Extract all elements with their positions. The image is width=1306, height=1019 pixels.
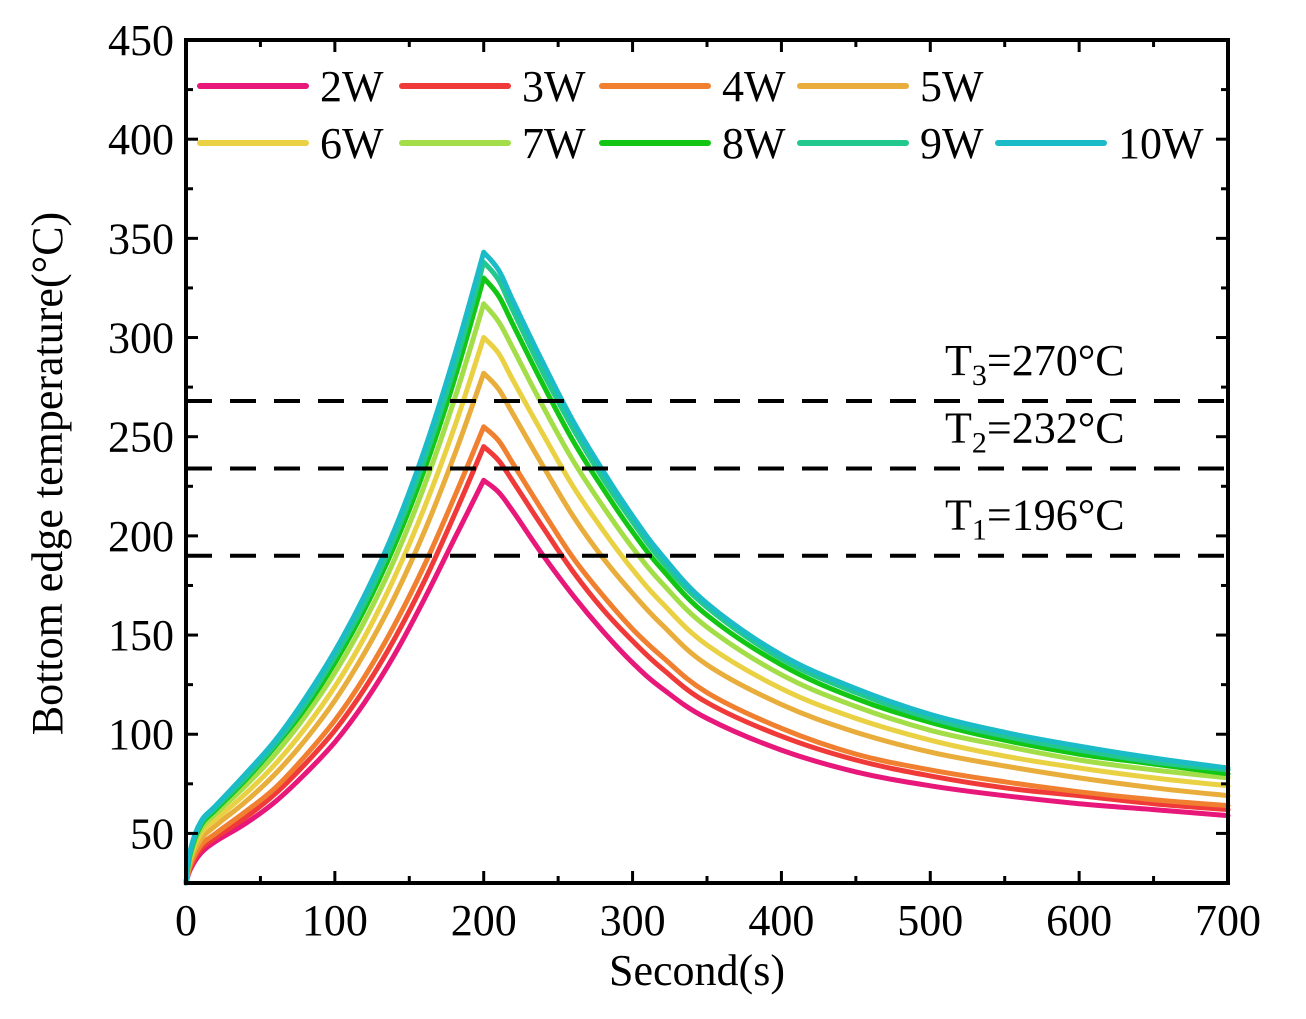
series-line-4W <box>183 424 1231 886</box>
series-line-5W <box>183 370 1231 886</box>
y-tick-label: 300 <box>108 314 174 363</box>
legend-label-8W: 8W <box>722 119 786 168</box>
y-tick-label: 250 <box>108 413 174 462</box>
legend-label-9W: 9W <box>920 119 984 168</box>
x-axis-title: Second(s) <box>609 946 785 995</box>
x-tick-label: 200 <box>451 896 517 945</box>
series-line-3W <box>183 444 1231 886</box>
x-tick-label: 600 <box>1046 896 1112 945</box>
y-tick-label: 350 <box>108 214 174 263</box>
legend-label-4W: 4W <box>722 62 786 111</box>
legend-label-6W: 6W <box>320 119 384 168</box>
series-line-7W <box>183 301 1231 886</box>
x-tick-label: 700 <box>1195 896 1261 945</box>
legend-label-3W: 3W <box>522 62 586 111</box>
y-tick-label: 400 <box>108 115 174 164</box>
x-tick-label: 300 <box>600 896 666 945</box>
y-axis-title: Bottom edge temperature(°C) <box>23 212 72 735</box>
x-tick-label: 100 <box>302 896 368 945</box>
x-tick-label: 400 <box>748 896 814 945</box>
reference-lines: T1=196°C T2=232°C T3=270°C <box>186 336 1228 558</box>
x-tick-label: 0 <box>175 896 197 945</box>
series-line-2W <box>183 477 1231 886</box>
y-tick-label: 150 <box>108 611 174 660</box>
legend-label-2W: 2W <box>320 62 384 111</box>
series-line-6W <box>183 335 1231 886</box>
legend-label-5W: 5W <box>920 62 984 111</box>
series-layer <box>183 249 1231 886</box>
reference-label-3: T3=270°C <box>945 336 1125 392</box>
y-tick-label: 50 <box>130 809 174 858</box>
legend-label-7W: 7W <box>522 119 586 168</box>
x-tick-label: 500 <box>897 896 963 945</box>
legend-label-10W: 10W <box>1118 119 1204 168</box>
reference-label-2: T2=232°C <box>945 403 1125 459</box>
reference-label-1: T1=196°C <box>945 491 1125 547</box>
series-line-10W <box>183 249 1231 886</box>
legend: 2W 3W 4W 5W 6W 7W 8W 9W 10W <box>197 62 1204 168</box>
y-tick-label: 200 <box>108 512 174 561</box>
y-tick-label: 100 <box>108 710 174 759</box>
series-line-9W <box>183 259 1231 886</box>
y-tick-label: 450 <box>108 16 174 65</box>
axis-ticks: 0 100 200 300 400 500 600 700 50 100 150 200 250 300 3… <box>108 16 1261 945</box>
